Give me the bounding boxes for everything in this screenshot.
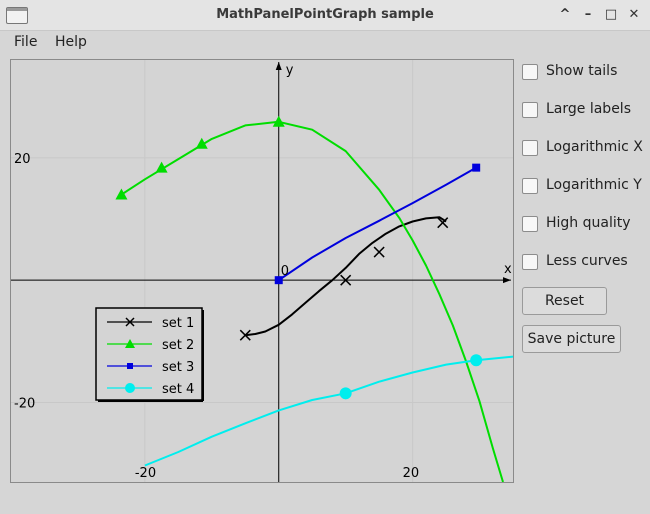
checkbox-show-tails[interactable]: Show tails <box>522 60 650 84</box>
legend-label: set 1 <box>162 316 194 331</box>
save-picture-button[interactable]: Save picture <box>522 325 621 353</box>
point-marker-x <box>239 329 251 341</box>
marker-stroke <box>239 329 251 341</box>
title-bar: MathPanelPointGraph sample ^ – □ ✕ <box>0 0 650 31</box>
point-marker-x <box>373 246 385 258</box>
point-marker-x <box>437 217 449 229</box>
marker-stroke <box>437 217 449 229</box>
point-marker-circle <box>339 387 352 400</box>
point-marker-triangle <box>272 115 285 127</box>
point-marker-circle <box>470 354 483 367</box>
point-marker-triangle <box>115 188 128 200</box>
checkbox-logarithmic-x[interactable]: Logarithmic X <box>522 136 650 160</box>
shade-button[interactable]: ^ <box>559 7 571 22</box>
menu-file[interactable]: File <box>14 34 38 50</box>
series-curve-2 <box>120 120 504 482</box>
legend-label: set 2 <box>162 338 194 353</box>
checkbox-label: Less curves <box>546 253 628 269</box>
y-axis-label: y <box>286 63 294 78</box>
window-title: MathPanelPointGraph sample <box>216 7 434 22</box>
legend-label: set 4 <box>162 382 194 397</box>
menu-help[interactable]: Help <box>55 34 87 50</box>
legend-box <box>95 307 203 401</box>
maximize-button[interactable]: □ <box>604 7 618 22</box>
y-tick-label: -20 <box>14 396 35 411</box>
point-marker-triangle <box>155 161 168 173</box>
checkbox-logarithmic-y[interactable]: Logarithmic Y <box>522 174 650 198</box>
checkbox-less-curves[interactable]: Less curves <box>522 250 650 274</box>
checkbox-label: High quality <box>546 215 631 231</box>
x-tick-label: -20 <box>135 466 156 481</box>
checkbox-high-quality[interactable]: High quality <box>522 212 650 236</box>
series-curve-3 <box>278 166 477 282</box>
checkbox-box[interactable] <box>522 254 538 270</box>
origin-label: 0 <box>281 264 289 279</box>
legend-label: set 3 <box>162 360 194 375</box>
point-marker-square <box>274 276 283 285</box>
x-axis-label: x <box>504 262 512 277</box>
series-curve-1 <box>245 216 447 337</box>
menu-bar: File Help <box>0 30 650 54</box>
checkbox-box[interactable] <box>522 64 538 80</box>
checkbox-label: Logarithmic Y <box>546 177 642 193</box>
chart-svg: x y 0 -20 20 20 -20 set 1 set 2 set 3 set 4 <box>11 60 513 482</box>
close-button[interactable]: ✕ <box>628 7 640 22</box>
window-icon[interactable] <box>6 7 28 24</box>
x-axis-arrow <box>503 277 511 284</box>
marker-stroke <box>125 317 135 327</box>
checkbox-box[interactable] <box>522 140 538 156</box>
reset-button[interactable]: Reset <box>522 287 607 315</box>
point-marker-triangle <box>195 137 208 149</box>
point-marker-x <box>340 274 352 286</box>
point-marker-triangle <box>125 339 135 348</box>
checkbox-label: Large labels <box>546 101 631 117</box>
checkbox-box[interactable] <box>522 178 538 194</box>
checkbox-box[interactable] <box>522 216 538 232</box>
minimize-button[interactable]: – <box>584 7 592 22</box>
checkbox-box[interactable] <box>522 102 538 118</box>
series-curve-4 <box>144 355 513 467</box>
checkbox-label: Logarithmic X <box>546 139 643 155</box>
point-marker-circle <box>125 383 135 393</box>
point-marker-square <box>127 363 133 369</box>
x-tick-label: 20 <box>403 466 420 481</box>
y-tick-label: 20 <box>14 152 31 167</box>
checkbox-large-labels[interactable]: Large labels <box>522 98 650 122</box>
marker-stroke <box>373 246 385 258</box>
point-marker-square <box>472 163 481 172</box>
graph-panel[interactable]: x y 0 -20 20 20 -20 set 1 set 2 set 3 set 4 <box>10 59 514 483</box>
checkbox-label: Show tails <box>546 63 618 79</box>
point-marker-x <box>125 317 135 327</box>
y-axis-arrow <box>275 62 282 70</box>
marker-stroke <box>340 274 352 286</box>
